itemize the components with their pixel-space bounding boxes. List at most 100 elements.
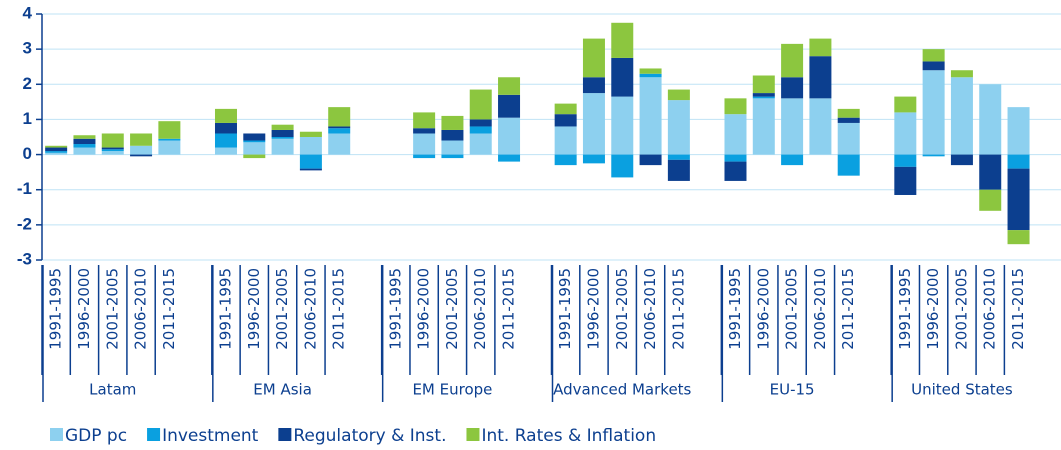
bar-segment [1007, 107, 1030, 155]
y-tick-label: 3 [23, 39, 32, 58]
bar-segment [979, 189, 1002, 211]
x-tick-label: 2006-2010 [471, 268, 489, 350]
x-tick-label: 1996-2000 [75, 268, 93, 350]
group-label: Advanced Markets [553, 381, 691, 399]
bar-segment [328, 133, 351, 155]
x-tick-label: 2011-2015 [330, 268, 348, 350]
x-tick-label: 1991-1995 [216, 268, 234, 350]
bar-segment [101, 149, 124, 152]
y-tick-label: 4 [23, 3, 33, 22]
bar-segment [922, 154, 945, 157]
bar-segment [752, 75, 775, 94]
x-tick-label: 1991-1995 [386, 268, 404, 350]
bar-segment [413, 112, 436, 129]
bar-segment [73, 147, 96, 155]
bar-segment [667, 100, 690, 155]
bar-segment [243, 133, 266, 141]
x-tick-label: 2006-2010 [132, 268, 150, 350]
bar-segment [781, 77, 804, 99]
bar-segment [45, 147, 68, 152]
bar-segment [469, 133, 492, 155]
x-tick-label: 2001-2005 [443, 268, 461, 350]
bar-segment [1007, 154, 1030, 169]
bar-segment [299, 168, 322, 171]
legend-swatch [147, 428, 161, 441]
bar-segment [724, 98, 747, 115]
bar-segment [158, 140, 181, 155]
legend-swatch [466, 428, 480, 441]
bar-segment [837, 122, 860, 155]
x-tick-label: 2001-2005 [952, 268, 970, 350]
bar-segment [554, 126, 577, 155]
x-tick-label: 2006-2010 [811, 268, 829, 350]
legend-label: GDP pc [65, 426, 127, 446]
y-tick-label: 0 [23, 144, 32, 163]
x-tick-label: 2006-2010 [981, 268, 999, 350]
legend-swatch [50, 428, 63, 441]
bar-segment [639, 68, 662, 74]
bar-segment [667, 89, 690, 101]
bar-segment [441, 115, 464, 130]
bar-segment [441, 140, 464, 155]
bar-segment [413, 133, 436, 155]
bar-segment [837, 108, 860, 118]
bar-segment [837, 117, 860, 123]
bar-segment [781, 43, 804, 78]
x-tick-label: 1991-1995 [556, 268, 574, 350]
bar-segment [328, 128, 351, 134]
bar-segment [894, 166, 917, 195]
bar-segment [271, 129, 294, 137]
bar-segment [809, 38, 832, 57]
bar-segment [498, 117, 521, 155]
bar-segment [837, 154, 860, 176]
legend-label: Investment [162, 426, 259, 446]
bar-segment [101, 151, 124, 155]
bar-segment [214, 133, 237, 148]
bar-segment [611, 57, 634, 97]
bar-segment [413, 128, 436, 134]
bar-segment [243, 142, 266, 155]
bar-segment [299, 131, 322, 137]
y-tick-label: -1 [17, 179, 32, 198]
bar-segment [639, 77, 662, 155]
bar-segment [894, 112, 917, 155]
bar-segment [214, 147, 237, 155]
bar-segment [667, 154, 690, 160]
y-tick-label: 2 [23, 74, 32, 93]
group-label: EM Asia [253, 381, 312, 399]
group-label: EU-15 [770, 381, 815, 399]
bar-segment [724, 154, 747, 162]
bar-segment [73, 138, 96, 145]
x-tick-label: 2006-2010 [301, 268, 319, 350]
bar-segment [639, 154, 662, 166]
bar-segment [894, 154, 917, 167]
bar-segment [73, 144, 96, 148]
bar-segment [809, 56, 832, 99]
bar-segment [158, 138, 181, 141]
group-label: EM Europe [412, 381, 492, 399]
bar-segment [554, 154, 577, 166]
bar-segment [101, 147, 124, 150]
y-tick-label: -3 [17, 249, 32, 268]
x-tick-label: 1996-2000 [754, 268, 772, 350]
bar-segment [950, 70, 973, 78]
bar-segment [950, 77, 973, 155]
bar-segment [950, 154, 973, 166]
group-label: United States [911, 381, 1013, 399]
bar-segment [922, 70, 945, 155]
bar-segment [45, 152, 68, 155]
x-tick-label: 2001-2005 [613, 268, 631, 350]
bar-segment [498, 77, 521, 95]
x-tick-label: 2006-2010 [641, 268, 659, 350]
bar-segment [781, 98, 804, 155]
x-tick-label: 1991-1995 [726, 268, 744, 350]
bar-segment [441, 129, 464, 141]
bar-segment [582, 154, 605, 164]
x-tick-label: 1996-2000 [924, 268, 942, 350]
x-tick-label: 2011-2015 [500, 268, 518, 350]
group-label: Latam [89, 381, 136, 399]
y-tick-label: 1 [23, 109, 32, 128]
bar-segment [271, 124, 294, 130]
x-tick-label: 2011-2015 [1009, 268, 1027, 350]
bar-segment [101, 133, 124, 148]
